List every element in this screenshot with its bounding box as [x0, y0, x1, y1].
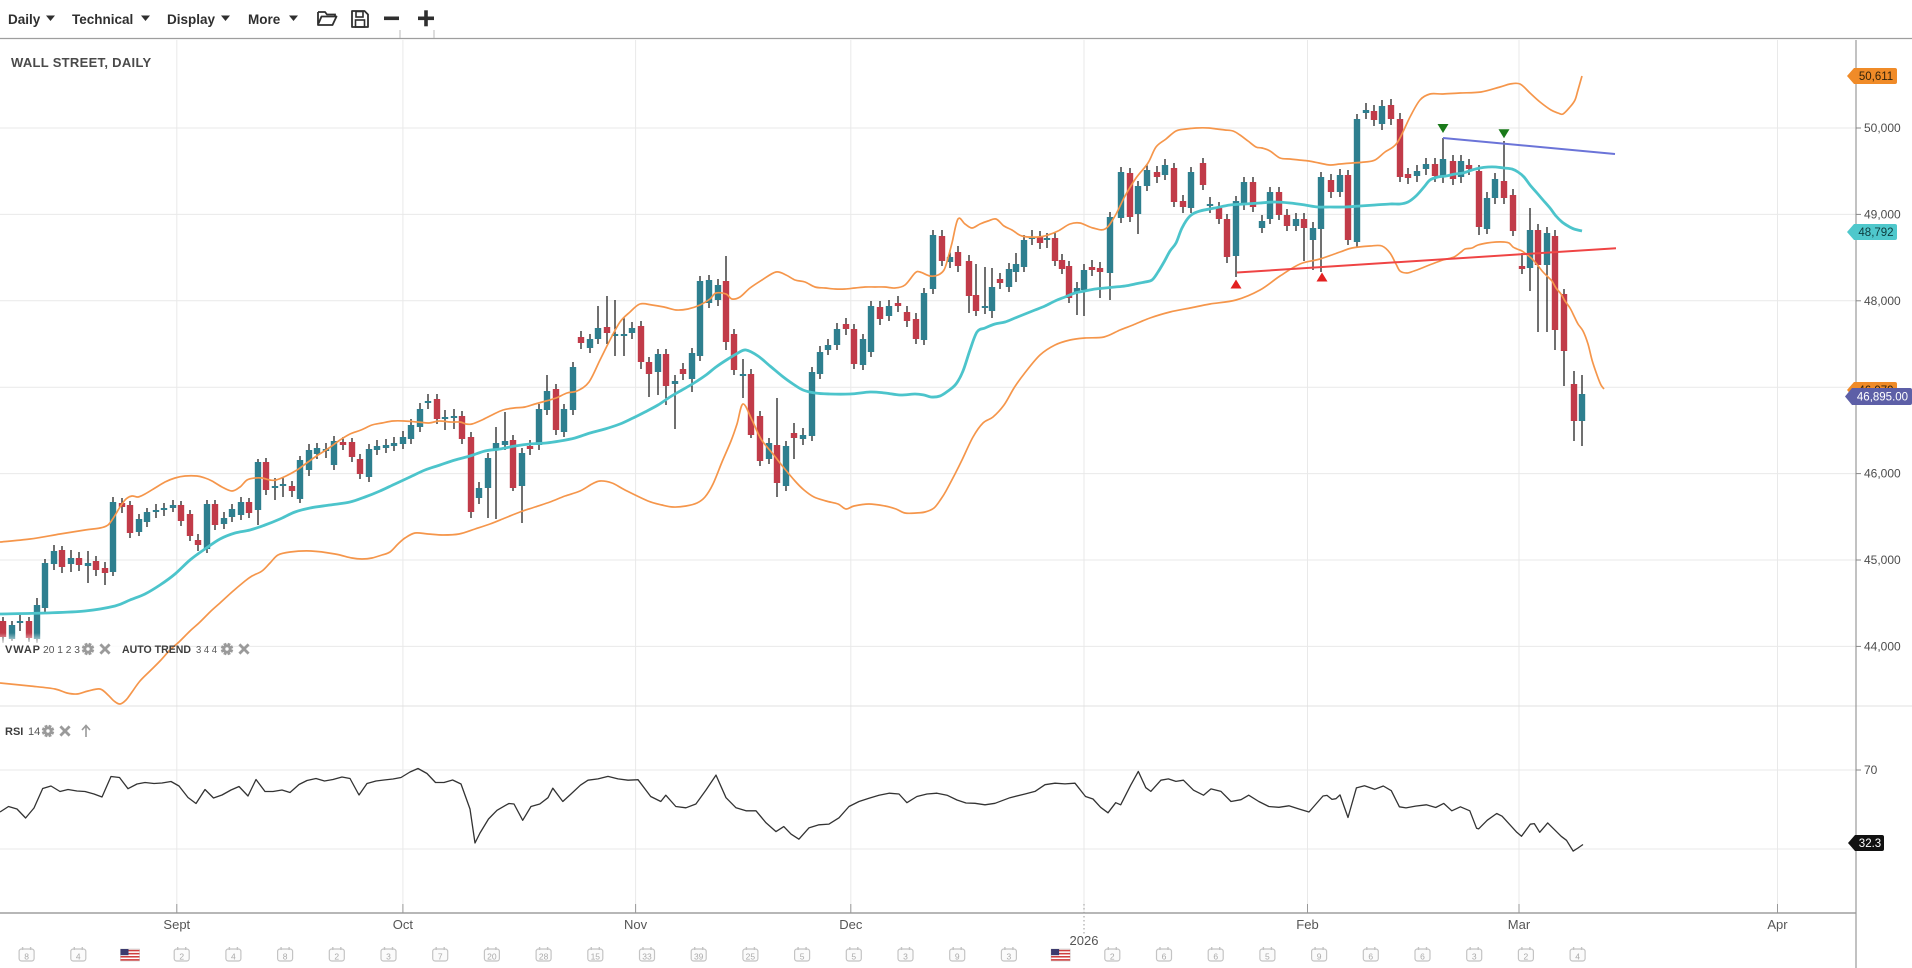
svg-text:Mar: Mar [1508, 917, 1531, 932]
svg-text:48,792: 48,792 [1858, 227, 1893, 239]
svg-text:46,895.00: 46,895.00 [1857, 392, 1908, 404]
svg-text:20: 20 [487, 952, 497, 962]
svg-text:8: 8 [24, 952, 29, 962]
svg-text:15: 15 [591, 952, 601, 962]
svg-text:6: 6 [1162, 952, 1167, 962]
svg-text:Oct: Oct [393, 917, 414, 932]
svg-text:3: 3 [903, 952, 908, 962]
svg-text:Sept: Sept [163, 917, 190, 932]
svg-text:5: 5 [1265, 952, 1270, 962]
svg-text:39: 39 [694, 952, 704, 962]
svg-text:Nov: Nov [624, 917, 648, 932]
svg-text:50,611: 50,611 [1859, 71, 1893, 83]
svg-text:33: 33 [642, 952, 652, 962]
svg-text:3 4 4: 3 4 4 [196, 644, 217, 656]
svg-text:WALL STREET, DAILY: WALL STREET, DAILY [11, 55, 152, 70]
svg-text:50,000: 50,000 [1864, 121, 1901, 135]
svg-text:44,000: 44,000 [1864, 639, 1901, 653]
svg-text:20 1 2 3: 20 1 2 3 [43, 644, 80, 656]
svg-text:Display: Display [167, 12, 216, 27]
svg-text:7: 7 [438, 952, 443, 962]
svg-text:AUTO TREND: AUTO TREND [122, 644, 191, 656]
svg-text:5: 5 [851, 952, 856, 962]
svg-text:VWAP: VWAP [5, 644, 40, 656]
svg-text:9: 9 [955, 952, 960, 962]
svg-text:8: 8 [283, 952, 288, 962]
svg-text:Apr: Apr [1767, 917, 1788, 932]
svg-text:46,000: 46,000 [1864, 467, 1901, 481]
svg-text:Technical: Technical [72, 12, 133, 27]
svg-text:3: 3 [386, 952, 391, 962]
svg-text:6: 6 [1213, 952, 1218, 962]
svg-text:4: 4 [76, 952, 81, 962]
svg-text:48,000: 48,000 [1864, 294, 1901, 308]
svg-text:More: More [248, 12, 281, 27]
svg-text:45,000: 45,000 [1864, 553, 1901, 567]
svg-text:28: 28 [539, 952, 549, 962]
svg-text:RSI: RSI [5, 726, 23, 738]
svg-text:32.3: 32.3 [1859, 838, 1881, 850]
svg-text:70: 70 [1864, 763, 1878, 777]
svg-text:5: 5 [800, 952, 805, 962]
svg-text:4: 4 [1575, 952, 1580, 962]
svg-text:2026: 2026 [1070, 933, 1099, 948]
svg-text:2: 2 [1110, 952, 1115, 962]
svg-text:3: 3 [1007, 952, 1012, 962]
svg-text:Dec: Dec [839, 917, 863, 932]
svg-text:14: 14 [28, 726, 40, 738]
svg-text:2: 2 [1524, 952, 1529, 962]
svg-text:9: 9 [1317, 952, 1322, 962]
svg-text:49,000: 49,000 [1864, 207, 1901, 221]
svg-text:6: 6 [1420, 952, 1425, 962]
svg-text:Daily: Daily [8, 12, 41, 27]
svg-text:6: 6 [1368, 952, 1373, 962]
svg-text:Feb: Feb [1296, 917, 1318, 932]
svg-text:3: 3 [1472, 952, 1477, 962]
svg-text:4: 4 [231, 952, 236, 962]
svg-text:25: 25 [746, 952, 756, 962]
svg-text:2: 2 [179, 952, 184, 962]
svg-text:2: 2 [334, 952, 339, 962]
